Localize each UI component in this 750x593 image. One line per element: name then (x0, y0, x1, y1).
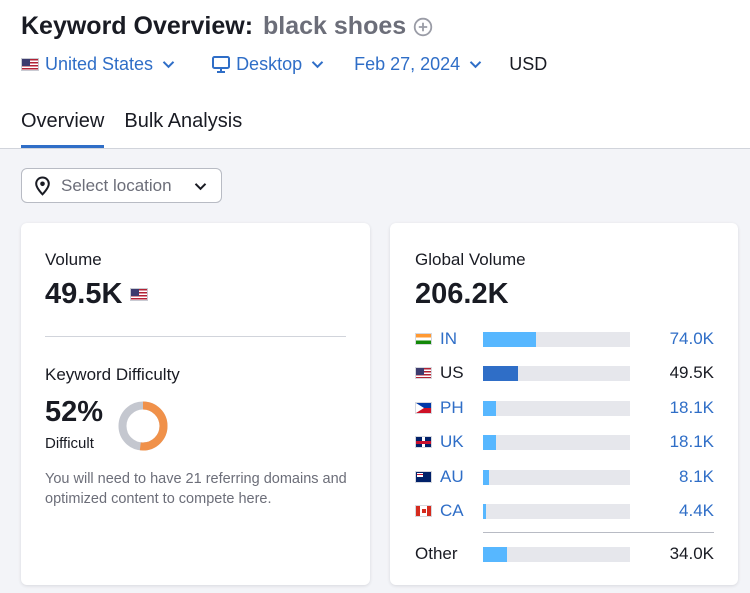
title-label: Keyword Overview: (21, 12, 254, 40)
flag-us-icon (130, 288, 149, 301)
flag-ca-icon (415, 504, 432, 517)
volume-bar-fill (483, 366, 519, 382)
header: Keyword Overview: black shoes United Sta… (0, 0, 750, 149)
desktop-icon (212, 56, 231, 73)
country-row-us: US 49.5K (415, 362, 714, 396)
volume-value-row: 49.5K (45, 278, 149, 311)
volume-label: Volume (45, 250, 102, 269)
location-select[interactable]: Select location (21, 168, 222, 203)
country-volume[interactable]: 74.0K (669, 329, 714, 348)
country-code[interactable]: AU (440, 466, 464, 486)
flag-us-icon (415, 367, 432, 380)
country-row-au: AU 8.1K (415, 466, 714, 500)
volume-bar-fill (483, 469, 489, 485)
kd-description: You will need to have 21 referring domai… (45, 471, 347, 507)
location-pin-icon (35, 175, 50, 196)
volume-bar-track (483, 332, 630, 347)
country-row-uk: UK 18.1K (415, 431, 714, 465)
chevron-down-icon (311, 61, 324, 69)
global-volume-card: Global Volume 206.2K IN 74.0K US 49.5K P… (390, 223, 738, 585)
country-code: US (440, 363, 464, 383)
country-row-ca: CA 4.4K (415, 500, 714, 534)
currency-label: USD (509, 54, 548, 74)
volume-bar-track (483, 435, 630, 451)
flag-in-icon (415, 333, 432, 345)
global-volume-label: Global Volume (415, 250, 526, 269)
other-volume: 34.0K (669, 544, 714, 563)
kd-value: 52% (45, 396, 104, 428)
country-row-other: Other 34.0K (415, 543, 714, 567)
flag-uk-icon (415, 436, 432, 449)
date-dropdown[interactable]: Feb 27, 2024 (354, 54, 482, 75)
flag-us-icon (21, 58, 39, 71)
page-title: Keyword Overview: black shoes (21, 12, 433, 41)
country-code[interactable]: IN (440, 329, 457, 348)
volume-bar-track (483, 469, 630, 485)
flag-ph-icon (415, 401, 432, 414)
divider (45, 336, 346, 337)
kd-donut-chart (118, 401, 168, 451)
volume-bar-fill (483, 400, 496, 416)
volume-bar-fill (483, 332, 536, 347)
add-circle-icon[interactable] (413, 17, 433, 37)
chevron-down-icon (194, 183, 207, 191)
volume-bar-fill (483, 435, 496, 451)
flag-au-icon (415, 470, 432, 483)
country-volume[interactable]: 18.1K (669, 397, 714, 417)
tab-overview[interactable]: Overview (21, 110, 105, 148)
country-row-ph: PH 18.1K (415, 397, 714, 431)
country-code[interactable]: PH (440, 397, 464, 417)
country-dropdown[interactable]: United States (21, 54, 175, 75)
date-label: Feb 27, 2024 (354, 54, 461, 74)
volume-bar-track (483, 400, 630, 416)
country-volume[interactable]: 8.1K (679, 466, 714, 486)
kd-label: Keyword Difficulty (45, 365, 180, 384)
keyword-label: black shoes (263, 12, 407, 40)
location-placeholder: Select location (61, 175, 172, 195)
device-dropdown[interactable]: Desktop (212, 54, 324, 75)
volume-bar-fill (483, 503, 487, 519)
tab-bulk-analysis[interactable]: Bulk Analysis (124, 110, 243, 132)
volume-bar-track (483, 366, 630, 382)
country-row-in: IN 74.0K (415, 328, 714, 362)
chevron-down-icon (162, 61, 175, 69)
country-code[interactable]: UK (440, 432, 464, 452)
country-volume[interactable]: 18.1K (669, 432, 714, 452)
volume-value: 49.5K (45, 278, 123, 310)
volume-bar-track (483, 547, 630, 562)
kd-donut-arc (118, 401, 168, 451)
volume-bar-fill (483, 547, 508, 562)
other-label: Other (415, 544, 458, 563)
kd-level: Difficult (45, 435, 94, 452)
country-volume[interactable]: 4.4K (679, 500, 714, 520)
tab-bar: Overview Bulk Analysis (21, 110, 242, 148)
volume-card: Volume 49.5K Keyword Difficulty 52% Diff… (21, 223, 370, 585)
country-code[interactable]: CA (440, 500, 464, 520)
filter-bar: United States Desktop Feb 27, 2024 USD (21, 54, 547, 75)
global-volume-value: 206.2K (415, 278, 509, 310)
device-label: Desktop (236, 54, 303, 74)
country-list: IN 74.0K US 49.5K PH 18.1K UK 18.1K AU 8… (415, 328, 714, 534)
country-volume: 49.5K (669, 363, 714, 383)
chevron-down-icon (469, 61, 482, 69)
volume-bar-track (483, 503, 630, 519)
country-label: United States (45, 54, 154, 74)
divider (483, 532, 714, 533)
